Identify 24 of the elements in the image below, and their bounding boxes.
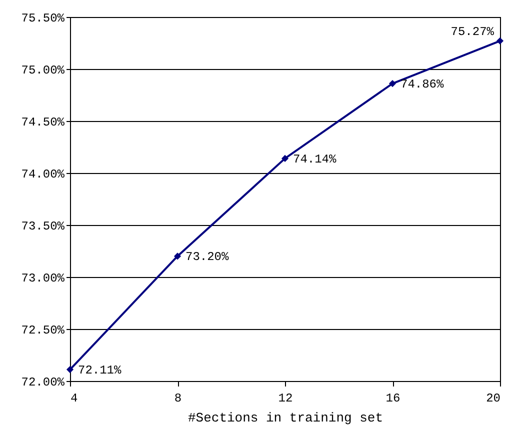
y-tick-label: 74.50% — [21, 116, 66, 130]
x-axis-title: #Sections in training set — [188, 410, 384, 426]
data-label: 72.11% — [78, 364, 122, 378]
x-tick-label: 12 — [278, 392, 293, 406]
x-tick-label: 4 — [70, 392, 78, 406]
point — [281, 154, 289, 162]
y-tick-label: 73.00% — [21, 272, 66, 286]
y-tick-label: 74.00% — [21, 168, 66, 182]
data-label: 73.20% — [186, 250, 230, 264]
x-tick-label: 8 — [174, 392, 182, 406]
point — [66, 366, 74, 374]
y-tick-label: 72.50% — [21, 324, 66, 338]
data-label: 74.14% — [293, 152, 338, 166]
x-tick-label: 20 — [486, 392, 500, 406]
data-label: 74.86% — [400, 78, 445, 92]
point — [388, 80, 396, 88]
data-label: 75.27% — [450, 24, 495, 39]
point — [496, 37, 504, 44]
point — [174, 252, 182, 260]
y-tick-label: 73.50% — [21, 220, 66, 234]
y-tick-label: 75.50% — [21, 12, 66, 26]
x-tick-label: 16 — [386, 392, 400, 406]
y-tick-label: 72.00% — [21, 376, 66, 390]
y-tick-label: 75.00% — [21, 64, 66, 78]
